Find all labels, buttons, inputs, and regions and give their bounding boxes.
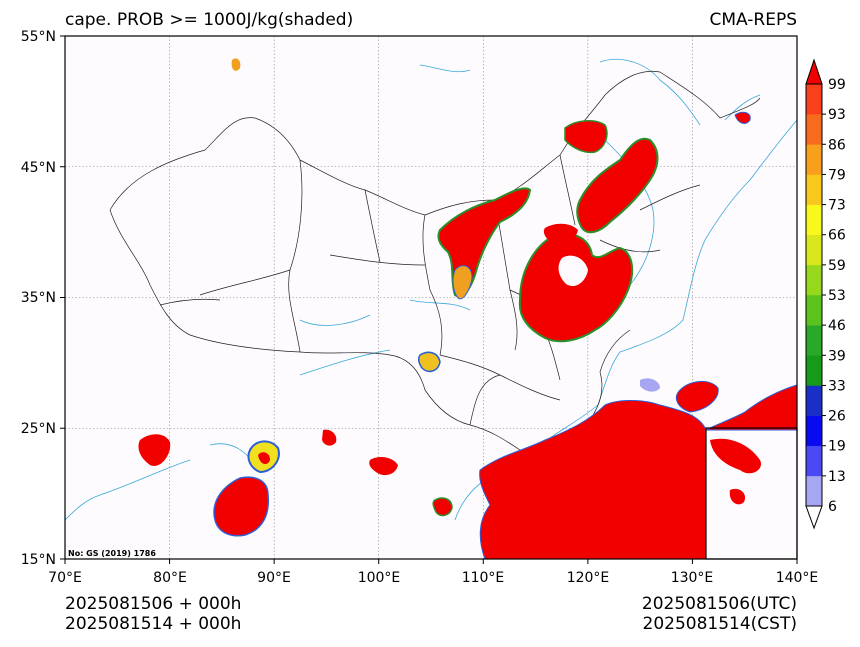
lat-labels: 55°N 45°N 35°N 25°N 15°N [21, 29, 56, 568]
colorbar-segment [806, 144, 822, 175]
model-name: CMA-REPS [709, 10, 797, 30]
lat-label: 35°N [21, 290, 56, 306]
colorbar-arrow-high [805, 58, 823, 85]
colorbar [805, 58, 826, 530]
colorbar-label: 86 [828, 137, 846, 153]
lon-label: 110°E [462, 570, 505, 586]
colorbar-label: 93 [828, 107, 846, 123]
colorbar-segment [806, 385, 822, 416]
colorbar-label: 59 [828, 258, 846, 274]
lon-label: 130°E [671, 570, 714, 586]
colorbar-label: 53 [828, 288, 846, 304]
colorbar-segment [806, 295, 822, 326]
lon-label: 140°E [776, 570, 819, 586]
footer-utc-run: 2025081506 + 000h [65, 594, 242, 614]
colorbar-segment [806, 264, 822, 296]
colorbar-arrow-low [805, 505, 823, 530]
colorbar-labels: 6 13 19 26 33 39 46 53 59 66 73 79 86 93… [828, 77, 846, 515]
probability-shading [138, 58, 797, 559]
lat-label: 15°N [21, 552, 56, 568]
colorbar-label: 26 [828, 409, 846, 425]
colorbar-segment [806, 475, 822, 507]
colorbar-segment [806, 174, 822, 205]
lon-label: 70°E [48, 570, 82, 586]
footer-utc-time: 2025081506(UTC) [641, 594, 797, 614]
lon-label: 100°E [358, 570, 401, 586]
colorbar-segment [806, 234, 822, 266]
lat-label: 45°N [21, 160, 56, 176]
colorbar-label: 19 [828, 439, 846, 455]
colorbar-segment [806, 325, 822, 356]
lon-label: 90°E [257, 570, 291, 586]
lon-label: 80°E [153, 570, 187, 586]
lon-labels: 70°E 80°E 90°E 100°E 110°E 120°E 130°E 1… [48, 570, 818, 586]
colorbar-label: 46 [828, 318, 846, 334]
colorbar-label: 79 [828, 167, 846, 183]
colorbar-label: 13 [828, 469, 846, 485]
colorbar-label: 66 [828, 228, 846, 244]
axis-ticks [60, 35, 798, 564]
colorbar-segment [806, 445, 822, 477]
footer-cst-time: 2025081514(CST) [642, 614, 797, 634]
colorbar-segment [806, 84, 822, 115]
footer-cst-run: 2025081514 + 000h [65, 614, 242, 634]
map-approval-note: No: GS (2019) 1786 [68, 549, 156, 558]
footer-init-times: 2025081506 + 000h 2025081514 + 000h [65, 594, 241, 634]
colorbar-segment [806, 114, 822, 145]
colorbar-label: 73 [828, 198, 846, 214]
lat-label: 25°N [21, 421, 56, 437]
footer-valid-times: 2025081506(UTC) 2025081514(CST) [642, 594, 797, 634]
colorbar-label: 6 [828, 499, 837, 515]
colorbar-segment [806, 415, 822, 447]
colorbar-segment [806, 355, 822, 386]
colorbar-label: 99 [828, 77, 846, 93]
chart-title: cape. PROB >= 1000J/kg(shaded) [65, 10, 354, 30]
lon-label: 120°E [567, 570, 610, 586]
colorbar-label: 39 [828, 348, 846, 364]
lat-label: 55°N [21, 29, 56, 45]
colorbar-label: 33 [828, 378, 846, 394]
map-content [65, 36, 797, 559]
colorbar-segment [806, 204, 822, 236]
